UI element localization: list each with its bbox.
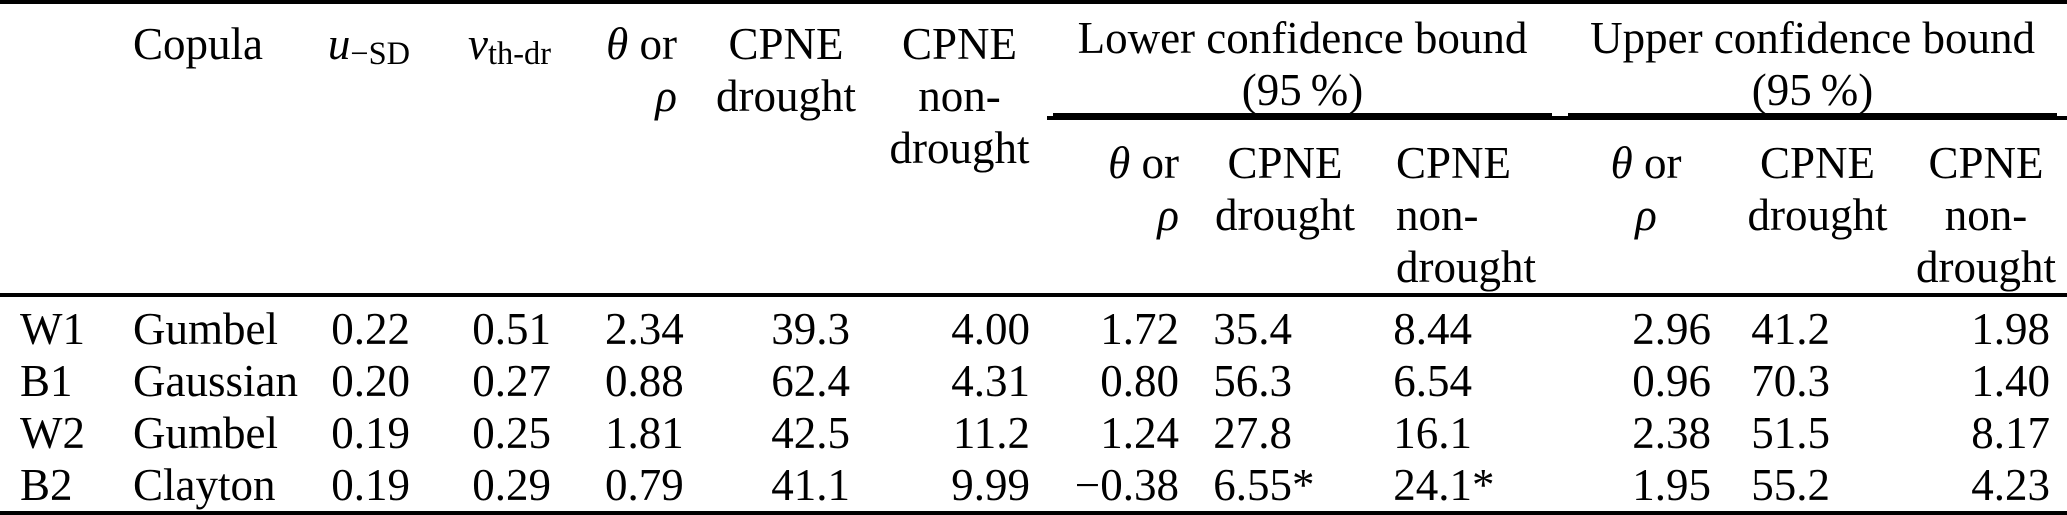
- cell-copula: Gaussian: [133, 356, 298, 406]
- cell-lcb-cpne-drought: 27.8: [1213, 408, 1292, 458]
- cell-row-id: W2: [20, 408, 85, 458]
- table-header: Copula u−SD vth-dr θ or ρ CPNE drought C…: [0, 2, 2067, 297]
- group-header-upper-confidence-bound: Upper confidence bound (95 %): [1562, 2, 2067, 120]
- col-header-v-th-dr: vth-dr: [465, 2, 605, 297]
- cell-ucb-cpne-drought: 41.2: [1751, 304, 1831, 354]
- group-title: Upper confidence bound: [1590, 13, 2035, 63]
- cell-theta-rho: 2.34: [605, 304, 684, 354]
- cell-lcb-cpne-drought: 6.55*: [1213, 460, 1315, 510]
- cell-v-th-dr: 0.27: [472, 356, 551, 406]
- col-header-cpne-drought: CPNE drought: [700, 2, 872, 297]
- cell-ucb-cpne-drought: 51.5: [1751, 408, 1831, 458]
- cell-lcb-cpne-nondrought: 6.54: [1393, 356, 1473, 406]
- cell-copula: Gumbel: [133, 408, 278, 458]
- col-header-u-sd: u−SD: [325, 2, 465, 297]
- cell-copula: Gumbel: [133, 304, 278, 354]
- cell-v-th-dr: 0.51: [472, 304, 551, 354]
- cell-ucb-theta-rho: 2.38: [1632, 408, 1712, 458]
- cell-row-id: B2: [20, 460, 73, 510]
- cell-u-sd: 0.20: [331, 356, 410, 406]
- table-row-b1: B1 Gaussian 0.20 0.27 0.88 62.4 4.31 0.8…: [0, 355, 2067, 407]
- cell-ucb-cpne-nondrought: 8.17: [1971, 408, 2051, 458]
- header-row-1: Copula u−SD vth-dr θ or ρ CPNE drought C…: [0, 2, 2067, 297]
- cell-lcb-theta-rho: −0.38: [1074, 460, 1179, 510]
- table-row-w1: W1 Gumbel 0.22 0.51 2.34 39.3 4.00 1.72 …: [0, 295, 2067, 355]
- cell-cpne-nondrought: 4.31: [951, 356, 1030, 406]
- cell-cpne-drought: 42.5: [771, 408, 850, 458]
- cell-ucb-theta-rho: 2.96: [1632, 304, 1712, 354]
- cell-lcb-theta-rho: 0.80: [1100, 356, 1179, 406]
- group-subtitle: (95 %): [1241, 65, 1364, 115]
- cell-lcb-theta-rho: 1.24: [1100, 408, 1179, 458]
- cell-lcb-cpne-nondrought: 24.1*: [1393, 460, 1495, 510]
- cell-ucb-cpne-drought: 55.2: [1751, 460, 1831, 510]
- cell-lcb-cpne-nondrought: 8.44: [1393, 304, 1473, 354]
- cell-theta-rho: 0.79: [605, 460, 684, 510]
- cell-cpne-drought: 62.4: [771, 356, 850, 406]
- col-header-cpne-nondrought: CPNE non- drought: [872, 2, 1047, 297]
- cell-u-sd: 0.19: [331, 408, 410, 458]
- header-row-2: θ or ρ CPNE drought CPNE non- drought θ …: [0, 118, 2067, 297]
- table-body: W1 Gumbel 0.22 0.51 2.34 39.3 4.00 1.72 …: [0, 295, 2067, 513]
- group-header-lower-confidence-bound: Lower confidence bound (95 %): [1047, 2, 1563, 120]
- subcol-header-ucb-theta-rho: θ or ρ: [1562, 118, 1731, 297]
- group-title: Lower confidence bound: [1077, 13, 1528, 63]
- table-row-b2: B2 Clayton 0.19 0.29 0.79 41.1 9.99 −0.3…: [0, 459, 2067, 513]
- subcol-header-lcb-cpne-drought: CPNE drought: [1200, 118, 1370, 297]
- cell-row-id: W1: [20, 304, 85, 354]
- cell-theta-rho: 0.88: [605, 356, 684, 406]
- cell-cpne-nondrought: 4.00: [951, 304, 1030, 354]
- cell-ucb-cpne-nondrought: 1.40: [1971, 356, 2051, 406]
- cell-theta-rho: 1.81: [605, 408, 684, 458]
- cell-u-sd: 0.22: [331, 304, 410, 354]
- cell-v-th-dr: 0.25: [472, 408, 551, 458]
- cell-ucb-theta-rho: 1.95: [1632, 460, 1712, 510]
- cell-cpne-nondrought: 9.99: [951, 460, 1030, 510]
- subcol-header-ucb-cpne-drought: CPNE drought: [1730, 118, 1906, 297]
- cell-cpne-drought: 39.3: [771, 304, 850, 354]
- cell-ucb-theta-rho: 0.96: [1632, 356, 1712, 406]
- cell-lcb-cpne-nondrought: 16.1: [1393, 408, 1473, 458]
- cell-u-sd: 0.19: [331, 460, 410, 510]
- col-header-row-id: [0, 2, 105, 297]
- cell-lcb-cpne-drought: 35.4: [1213, 304, 1292, 354]
- cell-lcb-cpne-drought: 56.3: [1213, 356, 1292, 406]
- cell-lcb-theta-rho: 1.72: [1100, 304, 1179, 354]
- cell-ucb-cpne-drought: 70.3: [1751, 356, 1831, 406]
- cell-copula: Clayton: [133, 460, 276, 510]
- col-header-copula: Copula: [105, 2, 325, 297]
- cell-ucb-cpne-nondrought: 4.23: [1971, 460, 2051, 510]
- subcol-header-lcb-theta-rho: θ or ρ: [1047, 118, 1200, 297]
- subcol-header-lcb-cpne-nondrought: CPNE non- drought: [1370, 118, 1563, 297]
- subcol-header-ucb-cpne-nondrought: CPNE non- drought: [1905, 118, 2067, 297]
- cell-v-th-dr: 0.29: [472, 460, 551, 510]
- cell-cpne-nondrought: 11.2: [952, 408, 1030, 458]
- table-row-w2: W2 Gumbel 0.19 0.25 1.81 42.5 11.2 1.24 …: [0, 407, 2067, 459]
- col-header-theta-rho: θ or ρ: [605, 2, 700, 297]
- cell-cpne-drought: 41.1: [771, 460, 850, 510]
- group-subtitle: (95 %): [1751, 65, 1874, 115]
- cell-ucb-cpne-nondrought: 1.98: [1971, 304, 2051, 354]
- cell-row-id: B1: [20, 356, 73, 406]
